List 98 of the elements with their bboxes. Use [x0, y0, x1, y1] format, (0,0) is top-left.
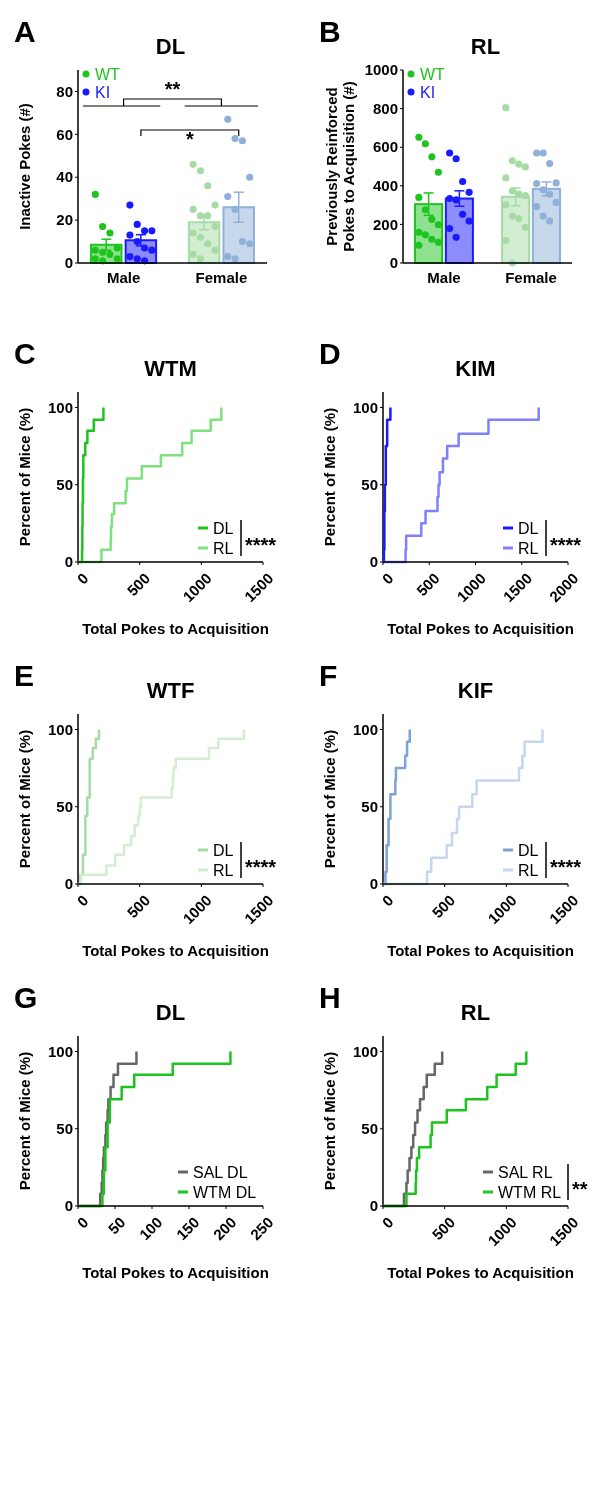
- x-axis-title: Total Pokes to Acquisition: [82, 1264, 269, 1281]
- chart-title: WTF: [146, 678, 195, 703]
- y-tick-label: 100: [352, 398, 378, 416]
- text: H: [319, 981, 341, 1014]
- x-tick-label: 150: [172, 1213, 203, 1244]
- chart-title: WTM: [144, 356, 197, 381]
- y-axis-title: Percent of Mice (%): [16, 1051, 33, 1191]
- text: D: [319, 337, 341, 370]
- bar: [90, 243, 123, 264]
- text: C: [14, 337, 36, 370]
- legend-label: WT: [95, 65, 121, 83]
- legend-label: RL: [213, 539, 234, 557]
- legend-label: KI: [95, 83, 111, 101]
- legend-label: WTM RL: [498, 1183, 562, 1201]
- legend-label: DL: [518, 841, 539, 859]
- chart-title: KIF: [457, 678, 494, 703]
- annotation: ****: [550, 856, 582, 878]
- y-axis-title: Percent of Mice (%): [16, 729, 33, 869]
- y-tick-label: 0: [64, 553, 73, 571]
- x-tick-label: 500: [123, 891, 154, 922]
- x-tick-label: 500: [123, 569, 154, 600]
- bar: [222, 206, 255, 264]
- text: B: [319, 15, 341, 48]
- y-tick-label: 600: [372, 138, 398, 156]
- legend-label: KI: [420, 83, 436, 101]
- x-axis-title: Total Pokes to Acquisition: [82, 620, 269, 637]
- y-tick-label: 1000: [364, 61, 398, 79]
- y-tick-label: 0: [389, 254, 398, 272]
- x-tick-label: 500: [428, 891, 459, 922]
- text: E: [14, 659, 35, 692]
- x-tick-label: 100: [135, 1213, 166, 1244]
- chart-title: KIM: [455, 356, 496, 381]
- legend-label: WTM DL: [193, 1183, 257, 1201]
- y-tick-label: 50: [56, 1119, 73, 1137]
- x-tick-label: 250: [246, 1213, 277, 1244]
- y-tick-label: 0: [64, 254, 73, 272]
- text: **: [572, 1178, 588, 1200]
- x-axis-title: Total Pokes to Acquisition: [82, 942, 269, 959]
- y-tick-label: 0: [64, 1197, 73, 1215]
- y-tick-label: 0: [369, 1197, 378, 1215]
- y-axis-title: Percent of Mice (%): [321, 729, 338, 869]
- legend-label: SAL DL: [193, 1163, 248, 1181]
- x-tick-label: 500: [428, 1213, 459, 1244]
- y-tick-label: 50: [56, 475, 73, 493]
- legend-label: RL: [518, 861, 539, 879]
- y-tick-label: 800: [372, 99, 398, 117]
- y-tick-label: 50: [56, 797, 73, 815]
- y-tick-label: 20: [56, 211, 73, 229]
- chart-title: DL: [155, 1000, 186, 1025]
- x-tick-label: Female: [195, 269, 248, 286]
- y-tick-label: 60: [56, 125, 73, 143]
- legend-label: RL: [213, 861, 234, 879]
- y-tick-label: 40: [56, 168, 73, 186]
- legend-label: DL: [213, 841, 234, 859]
- annotation: *: [185, 128, 194, 150]
- annotation: ****: [245, 856, 277, 878]
- annotation: ****: [245, 534, 277, 556]
- legend-label: SAL RL: [498, 1163, 553, 1181]
- y-axis-title: Previously Reinforced Pokes to Acquisition (#): [323, 81, 358, 252]
- y-axis-title: Percent of Mice (%): [321, 407, 338, 547]
- y-axis-title: Percent of Mice (%): [16, 407, 33, 547]
- y-tick-label: 0: [369, 553, 378, 571]
- x-axis-title: Total Pokes to Acquisition: [387, 620, 574, 637]
- y-tick-label: 200: [372, 215, 398, 233]
- text: G: [14, 981, 38, 1014]
- legend-label: RL: [518, 539, 539, 557]
- legend-label: DL: [518, 519, 539, 537]
- y-tick-label: 100: [47, 720, 73, 738]
- annotation: ****: [550, 534, 582, 556]
- chart-title: RL: [460, 1000, 491, 1025]
- x-tick-label: 500: [413, 569, 443, 600]
- chart-title: DL: [155, 34, 186, 59]
- text: A: [14, 15, 36, 48]
- x-axis-title: Total Pokes to Acquisition: [387, 942, 574, 959]
- x-tick-label: Male: [106, 269, 141, 286]
- y-tick-label: 50: [361, 797, 378, 815]
- y-axis-title: Inactive Pokes (#): [16, 103, 33, 230]
- x-tick-label: 50: [104, 1213, 129, 1238]
- y-tick-label: 0: [64, 875, 73, 893]
- y-tick-label: 100: [352, 1042, 378, 1060]
- x-tick-label: Male: [427, 269, 461, 286]
- y-tick-label: 100: [47, 1042, 73, 1060]
- x-tick-label: 200: [209, 1213, 240, 1244]
- y-tick-label: 400: [372, 177, 398, 195]
- x-tick-label: Female: [505, 269, 557, 286]
- y-tick-label: 80: [56, 82, 73, 100]
- chart-title: RL: [470, 34, 501, 59]
- y-tick-label: 100: [47, 398, 73, 416]
- x-axis-title: Total Pokes to Acquisition: [387, 1264, 574, 1281]
- y-tick-label: 50: [361, 1119, 378, 1137]
- annotation: **: [164, 78, 181, 100]
- y-tick-label: 100: [352, 720, 378, 738]
- legend-label: DL: [213, 519, 234, 537]
- text: F: [319, 659, 338, 692]
- y-tick-label: 0: [369, 875, 378, 893]
- y-tick-label: 50: [361, 475, 378, 493]
- legend-label: WT: [420, 65, 446, 83]
- y-axis-title: Percent of Mice (%): [321, 1051, 338, 1191]
